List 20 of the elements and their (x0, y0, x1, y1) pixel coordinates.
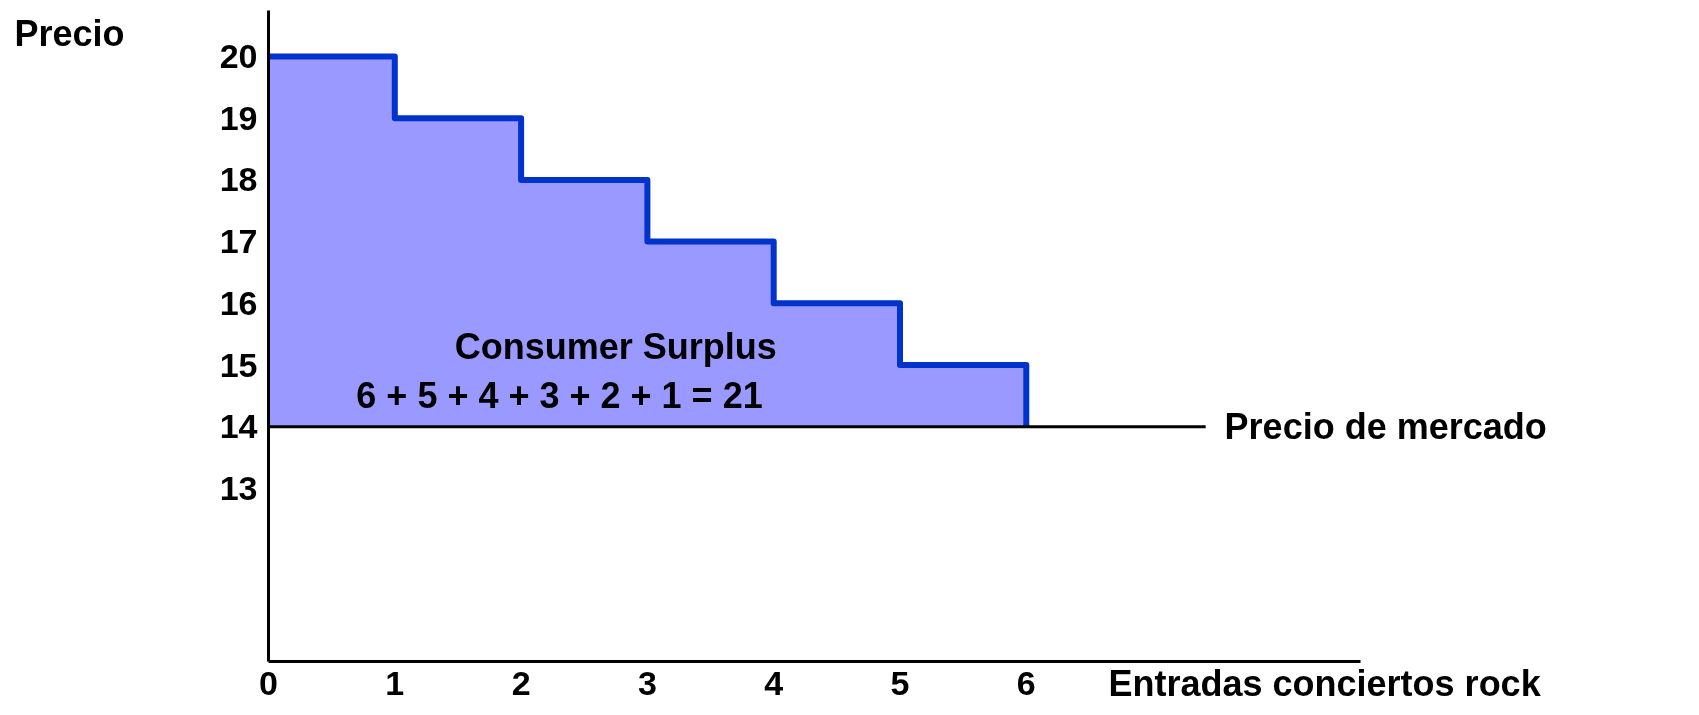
x-tick-label: 3 (637, 664, 657, 703)
x-tick-label: 2 (511, 664, 531, 703)
x-tick-label: 5 (890, 664, 910, 703)
y-tick-label: 14 (219, 407, 258, 446)
annotation: Consumer Surplus (454, 325, 777, 367)
y-tick-label: 16 (219, 283, 258, 322)
y-tick-label: 13 (219, 468, 258, 507)
y-tick-label: 18 (219, 160, 258, 199)
x-tick-label: 1 (385, 664, 405, 703)
y-tick-label: 17 (219, 222, 258, 261)
y-tick-label: 19 (219, 98, 258, 137)
ref-line-label: Precio de mercado (1224, 406, 1547, 448)
x-axis-title: Entradas conciertos rock (1108, 663, 1542, 704)
y-tick-label: 20 (219, 37, 258, 75)
y-axis-title: Precio (14, 13, 125, 54)
x-tick-label: 6 (1016, 664, 1036, 703)
x-tick-label: 0 (259, 664, 278, 703)
x-tick-label: 4 (764, 664, 784, 703)
annotation: 6 + 5 + 4 + 3 + 2 + 1 = 21 (356, 375, 763, 417)
y-tick-label: 15 (219, 345, 258, 384)
